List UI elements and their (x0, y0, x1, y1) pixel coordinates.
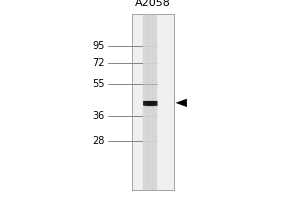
Text: 36: 36 (93, 111, 105, 121)
Bar (143, 101, 157, 105)
Text: A2058: A2058 (135, 0, 171, 8)
Text: 72: 72 (92, 58, 105, 68)
Polygon shape (176, 99, 187, 107)
Bar (132, 14, 174, 190)
Text: 28: 28 (93, 136, 105, 146)
Text: 95: 95 (93, 41, 105, 51)
Bar (143, 14, 157, 190)
Text: 55: 55 (92, 79, 105, 89)
